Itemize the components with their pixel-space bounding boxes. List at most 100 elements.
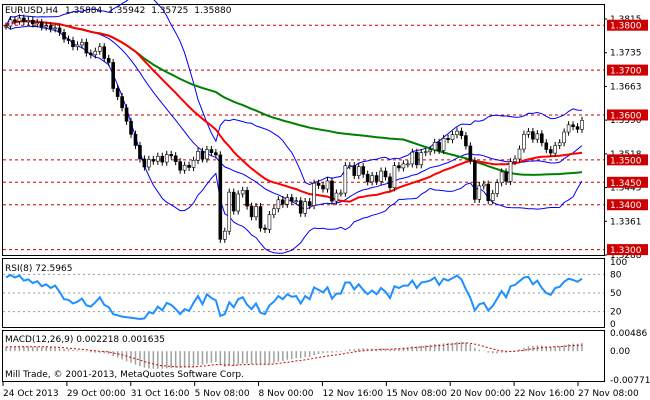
rsi-tick-label: 100 xyxy=(610,258,627,268)
candle-body xyxy=(115,88,120,97)
candle-body xyxy=(142,158,147,168)
candle-body xyxy=(218,154,223,240)
candle-body xyxy=(526,131,531,135)
candle-body xyxy=(334,192,339,202)
candle-body xyxy=(508,161,513,182)
candle-body xyxy=(562,131,566,144)
band-upper xyxy=(5,0,583,186)
candle-body xyxy=(240,190,245,195)
candle-body xyxy=(191,159,196,168)
candle-body xyxy=(423,151,428,154)
candle-body xyxy=(254,206,258,218)
rsi-panel-frame xyxy=(2,258,605,328)
level-box-label: 1.3600 xyxy=(610,111,642,121)
price-level-lines xyxy=(3,24,604,251)
time-tick-label: 12 Nov 16:00 xyxy=(322,389,383,399)
candle-body xyxy=(294,200,299,202)
time-tick-label: 27 Nov 08:00 xyxy=(578,389,639,399)
candle-body xyxy=(66,38,71,41)
candle-body xyxy=(196,151,200,161)
candle-body xyxy=(339,192,343,195)
candle-body xyxy=(517,148,522,160)
macd-panel-frame xyxy=(2,330,605,382)
candle-body xyxy=(93,50,98,56)
candle-body xyxy=(298,200,303,214)
time-tick-label: 20 Nov 00:00 xyxy=(450,389,511,399)
candle-body xyxy=(222,230,227,240)
candle-body xyxy=(571,124,575,127)
candle-body xyxy=(356,166,361,176)
candle-body xyxy=(406,163,410,166)
candle-body xyxy=(156,155,160,162)
candle-body xyxy=(133,133,138,146)
candle-body xyxy=(486,183,491,201)
candle-body xyxy=(490,193,495,201)
candle-body xyxy=(48,25,53,30)
candle-body xyxy=(272,208,276,215)
rsi-tick-label: 0 xyxy=(610,320,616,330)
price-panel-frame xyxy=(2,4,605,256)
candle-body xyxy=(540,133,544,144)
price-tick-label: 1.3590 xyxy=(610,116,642,126)
macd-histogram xyxy=(5,341,583,369)
candle-body xyxy=(531,131,535,140)
candle-body xyxy=(450,134,455,140)
macd-signal-line xyxy=(5,342,582,368)
candle-body xyxy=(575,126,580,130)
candle-body xyxy=(111,62,115,89)
candle-body xyxy=(468,145,473,162)
band-lower xyxy=(5,25,583,254)
level-box xyxy=(607,244,648,256)
candle-body xyxy=(62,32,66,40)
candle-body xyxy=(446,138,450,140)
candle-body xyxy=(557,142,562,146)
macd-axis: 0.00486 0.00 -0.00771 xyxy=(610,329,650,386)
moving-averages xyxy=(5,20,583,203)
macd-tick-label: 0.00 xyxy=(610,347,630,357)
candle-body xyxy=(160,155,165,163)
candle-body xyxy=(325,180,330,190)
candle-body xyxy=(419,152,424,166)
candle-body xyxy=(214,152,218,156)
level-box-label: 1.3700 xyxy=(610,67,642,77)
macd-tick-label: 0.00486 xyxy=(610,329,647,339)
candle-body xyxy=(209,149,214,153)
candle-body xyxy=(348,165,352,167)
level-box xyxy=(607,19,648,31)
candle-body xyxy=(129,120,133,135)
candle-body xyxy=(374,175,379,182)
candle-body xyxy=(370,175,374,183)
candle-body xyxy=(464,135,468,147)
candle-body xyxy=(352,165,357,176)
candle-body xyxy=(397,165,401,169)
candle-body xyxy=(39,22,44,28)
candle-body xyxy=(428,149,432,153)
candle-body xyxy=(89,52,93,56)
candle-body xyxy=(343,165,348,194)
symbol-label: EURUSD,H4 1.35884 1.35942 1.35725 1.3588… xyxy=(5,6,232,16)
rsi-line xyxy=(5,273,583,321)
candle-body xyxy=(392,165,397,188)
candle-body xyxy=(410,151,415,165)
price-tick-label: 1.3735 xyxy=(610,49,642,59)
candle-body xyxy=(276,199,281,210)
candle-body xyxy=(455,130,459,136)
candle-body xyxy=(26,19,31,22)
rsi-tick-label: 80 xyxy=(610,270,622,280)
rsi-tick-label: 50 xyxy=(610,289,622,299)
time-tick-label: 5 Nov 08:00 xyxy=(195,389,250,399)
candle-body xyxy=(187,164,191,168)
candle-body xyxy=(414,151,419,166)
candle-body xyxy=(513,158,517,162)
candle-body xyxy=(548,149,553,154)
candle-body xyxy=(388,176,392,188)
price-tick-label: 1.3663 xyxy=(610,82,642,92)
candle-body xyxy=(307,201,312,206)
candle-body xyxy=(580,120,584,130)
candle-body xyxy=(57,27,62,33)
candle-body xyxy=(316,182,321,186)
candle-body xyxy=(44,25,48,28)
candle-body xyxy=(473,160,477,200)
